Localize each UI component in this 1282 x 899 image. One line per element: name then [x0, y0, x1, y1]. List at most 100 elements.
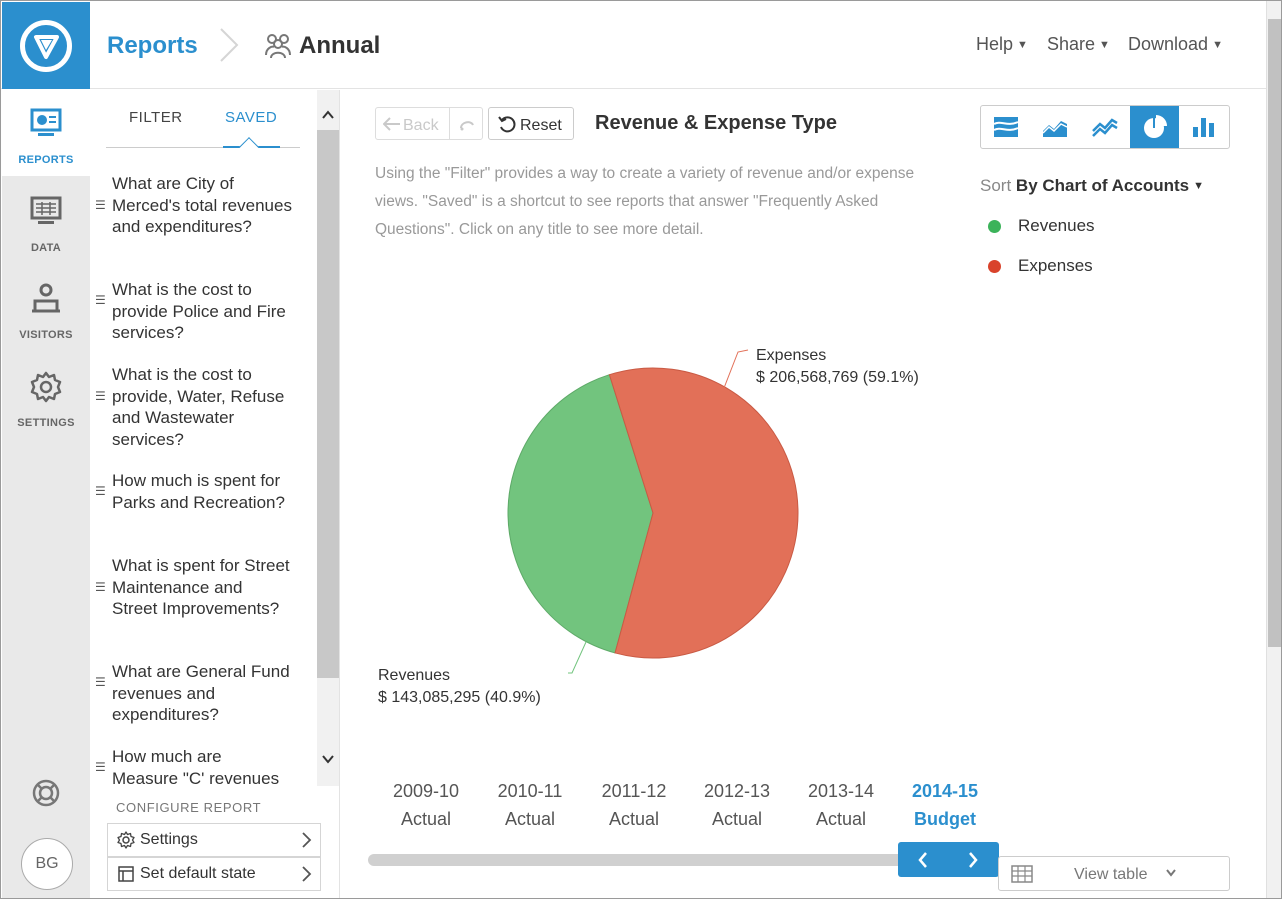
scrollbar-thumb[interactable] — [317, 130, 339, 678]
back-button[interactable]: Back — [375, 107, 483, 140]
question-text[interactable]: How much is spent for Parks and Recreati… — [112, 471, 285, 512]
question-text[interactable]: What is the cost to provide, Water, Refu… — [112, 365, 285, 449]
top-header: Reports Annual Help ▼ Share ▼ Download ▼ — [1, 1, 1266, 89]
line-icon — [1092, 118, 1118, 137]
year-2014-15[interactable]: 2014-15 Budget — [900, 777, 990, 833]
year-label: 2012-13 — [703, 781, 771, 801]
legend-item-revenues[interactable]: Revenues — [988, 216, 1095, 236]
year-kind: Actual — [608, 809, 660, 829]
year-label: 2011-12 — [601, 781, 667, 801]
drag-handle-icon[interactable]: ☰ — [95, 580, 106, 594]
drag-handle-icon[interactable]: ☰ — [95, 198, 106, 212]
drag-handle-icon[interactable]: ☰ — [95, 293, 106, 307]
view-table-button[interactable]: View table — [998, 856, 1230, 891]
pie-slice-revenues[interactable] — [507, 374, 654, 654]
help-icon[interactable] — [32, 779, 60, 807]
chevron-right-icon — [969, 851, 978, 868]
year-label: 2013-14 — [807, 781, 875, 801]
year-2012-13[interactable]: 2012-13 Actual — [692, 777, 782, 833]
configure-heading: CONFIGURE REPORT — [116, 800, 262, 815]
chart-type-pie[interactable] — [1129, 106, 1180, 148]
reset-icon — [498, 116, 516, 133]
chart-type-line[interactable] — [1080, 106, 1130, 148]
redo-icon[interactable] — [458, 116, 476, 132]
question-text[interactable]: How much are Measure "C' revenues — [112, 747, 280, 788]
chevron-right-icon — [302, 832, 312, 848]
pie-label-revenues: Revenues $ 143,085,295 (40.9%) — [378, 665, 541, 709]
nav-item-data[interactable]: DATA — [2, 178, 90, 264]
question-text[interactable]: What is the cost to provide Police and F… — [112, 280, 286, 342]
area-icon — [1042, 121, 1068, 137]
pie-slice-expenses[interactable] — [608, 367, 799, 659]
back-button-label: Back — [403, 117, 439, 134]
bar-icon — [1193, 118, 1215, 137]
download-menu[interactable]: Download ▼ — [1128, 34, 1223, 55]
question-text[interactable]: What are City of Merced's total revenues… — [112, 174, 292, 236]
drag-handle-icon[interactable]: ☰ — [95, 760, 106, 774]
year-2013-14[interactable]: 2013-14 Actual — [796, 777, 886, 833]
year-label: 2014-15 — [911, 781, 979, 801]
timeline-next-button[interactable] — [948, 842, 998, 877]
drag-handle-icon[interactable]: ☰ — [95, 484, 106, 498]
pie-label-revenues-value: $ 143,085,295 (40.9%) — [378, 689, 541, 706]
question-text[interactable]: What is spent for Street Maintenance and… — [112, 556, 290, 618]
timeline-prev-button[interactable] — [898, 842, 948, 877]
pie-chart — [507, 349, 799, 674]
nav-item-visitors[interactable]: VISITORS — [2, 265, 90, 351]
chevron-right-icon — [302, 866, 312, 882]
pie-label-revenues-name: Revenues — [378, 667, 451, 684]
page-scrollbar-thumb[interactable] — [1268, 19, 1281, 647]
revenues-leader-line — [568, 641, 587, 674]
set-default-state-button[interactable]: Set default state — [107, 857, 321, 891]
list-scrollbar[interactable] — [317, 90, 339, 786]
avatar[interactable]: BG — [21, 838, 73, 890]
left-nav: REPORTS DATA VISITORS SETTINGS — [2, 90, 90, 898]
reset-button-label: Reset — [520, 117, 562, 134]
caret-down-icon: ▼ — [1017, 39, 1028, 51]
nav-item-settings[interactable]: SETTINGS — [2, 353, 90, 439]
pie-icon — [1143, 115, 1167, 138]
year-kind: Actual — [711, 809, 763, 829]
year-kind: Actual — [400, 809, 452, 829]
page-scrollbar[interactable] — [1266, 1, 1281, 898]
year-kind: Actual — [815, 809, 867, 829]
sort-prefix: Sort — [980, 176, 1012, 195]
chevron-down-icon[interactable] — [321, 752, 335, 766]
chart-type-area[interactable] — [1031, 106, 1081, 148]
help-menu[interactable]: Help ▼ — [976, 34, 1028, 55]
expenses-leader-line — [723, 349, 749, 389]
legend-item-expenses[interactable]: Expenses — [988, 256, 1093, 276]
chart-type-stacked-area[interactable] — [981, 106, 1031, 148]
sort-selector[interactable]: Sort By Chart of Accounts ▼ — [980, 176, 1204, 196]
chart-title: Revenue & Expense Type — [595, 112, 837, 134]
legend-dot — [988, 219, 1001, 233]
app-logo[interactable] — [2, 2, 90, 89]
timeline-scrollbar[interactable] — [368, 854, 908, 866]
reset-button[interactable]: Reset — [488, 107, 574, 140]
chevron-left-icon — [918, 851, 927, 868]
breadcrumb-separator-icon — [220, 28, 239, 62]
tab-filter[interactable]: FILTER — [129, 109, 183, 126]
year-2011-12[interactable]: 2011-12 Actual — [589, 777, 679, 833]
year-2010-11[interactable]: 2010-11 Actual — [485, 777, 575, 833]
group-icon — [265, 34, 291, 59]
help-menu-label: Help — [976, 34, 1014, 54]
drag-handle-icon[interactable]: ☰ — [95, 675, 106, 689]
reports-icon — [30, 108, 62, 136]
breadcrumb-reports[interactable]: Reports — [107, 32, 198, 59]
timeline-nav — [898, 842, 999, 877]
share-menu[interactable]: Share ▼ — [1047, 34, 1110, 55]
nav-item-reports[interactable]: REPORTS — [2, 90, 90, 176]
settings-button[interactable]: Settings — [107, 823, 321, 857]
question-text[interactable]: What are General Fund revenues and expen… — [112, 662, 290, 724]
saved-panel: FILTER SAVED ☰ What are City of Merced's… — [90, 90, 340, 898]
chart-type-bar[interactable] — [1179, 106, 1229, 148]
settings-button-label: Settings — [140, 831, 198, 848]
chevron-up-icon[interactable] — [321, 108, 335, 122]
drag-handle-icon[interactable]: ☰ — [95, 389, 106, 403]
year-label: 2009-10 — [392, 781, 460, 801]
gear-icon — [117, 831, 135, 849]
year-2009-10[interactable]: 2009-10 Actual — [381, 777, 471, 833]
tab-saved[interactable]: SAVED — [225, 109, 278, 126]
